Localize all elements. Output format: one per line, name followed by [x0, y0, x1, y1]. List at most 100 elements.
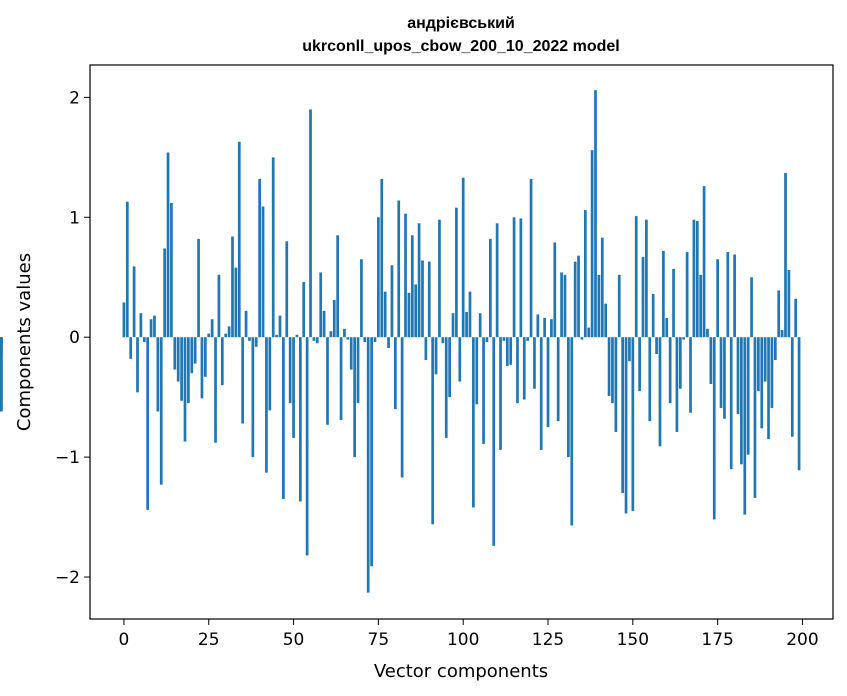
bar-123: [539, 337, 543, 450]
bar-144: [611, 337, 614, 404]
bar-7: [146, 337, 150, 510]
bar-36: [244, 310, 248, 338]
bar-8: [149, 319, 153, 338]
bar-139: [594, 90, 597, 338]
bar-182: [740, 337, 743, 465]
bar-127: [553, 242, 557, 338]
bar-134: [577, 255, 580, 338]
x-tick-label: 100: [447, 630, 479, 650]
bar-177: [723, 337, 726, 419]
bar-152: [638, 337, 641, 392]
bar-156: [651, 294, 655, 338]
bar-59: [322, 310, 326, 338]
bar-81: [397, 200, 401, 338]
bar-27: [214, 337, 217, 443]
bar-193: [777, 290, 781, 338]
bar-24: [203, 337, 207, 377]
bar-20: [190, 337, 194, 374]
bar-39: [254, 337, 258, 347]
bar-163: [675, 337, 679, 432]
bar-72: [366, 337, 370, 593]
bar-181: [736, 337, 740, 414]
bar-174: [712, 337, 716, 520]
bar-154: [645, 219, 648, 338]
bar-63: [336, 235, 340, 338]
bar-192: [773, 337, 777, 360]
bar-94: [441, 337, 445, 344]
bar-169: [695, 220, 699, 338]
bar-196: [787, 270, 791, 338]
bar-107: [485, 337, 489, 342]
bar-124: [543, 318, 546, 338]
bar-180: [733, 254, 736, 338]
bar-146: [617, 274, 621, 338]
bar-4: [136, 337, 139, 393]
bar-undefined: [0, 337, 3, 345]
bar-60: [326, 337, 329, 425]
bar-149: [628, 337, 631, 362]
bar-85: [410, 235, 414, 338]
bar-118: [522, 337, 526, 400]
y-axis-ticks: −2 −1 0 1 2: [55, 88, 90, 588]
bar-141: [600, 237, 604, 338]
x-tick-label: 25: [198, 630, 220, 650]
bar-185: [750, 277, 753, 338]
bar-47: [282, 337, 285, 500]
bar-65: [343, 328, 346, 338]
bar-125: [546, 337, 550, 428]
bar-117: [519, 218, 523, 338]
bar-80: [393, 337, 397, 410]
bar-9: [153, 315, 156, 338]
bar-28: [217, 274, 221, 338]
bar-129: [560, 272, 563, 338]
bar-57: [315, 337, 319, 344]
bars-group: [0, 90, 801, 593]
bar-38: [251, 337, 255, 458]
bar-160: [665, 318, 669, 338]
bar-22: [197, 238, 200, 338]
bar-136: [583, 210, 587, 338]
bar-165: [682, 337, 686, 340]
bar-143: [607, 337, 611, 396]
bar-194: [780, 330, 784, 338]
bar-2: [129, 337, 133, 359]
bar-121: [533, 337, 536, 389]
bar-138: [590, 150, 594, 338]
bar-140: [597, 274, 601, 338]
bar-83: [404, 213, 407, 338]
bar-34: [237, 141, 241, 338]
bar-46: [278, 315, 282, 338]
bar-176: [719, 337, 723, 408]
bar-170: [699, 274, 703, 338]
bar-199: [797, 337, 801, 471]
bar-91: [431, 337, 435, 525]
bar-151: [634, 216, 638, 338]
bar-76: [380, 178, 384, 338]
y-tick-label: −2: [55, 568, 80, 588]
bar-189: [763, 337, 767, 382]
bar-103: [472, 337, 475, 508]
y-tick-label: −1: [55, 448, 80, 468]
bar-53: [302, 282, 306, 338]
bar-98: [455, 207, 458, 338]
bar-67: [349, 337, 353, 370]
bar-133: [573, 261, 577, 338]
bar-161: [668, 337, 672, 404]
bar-150: [631, 337, 635, 512]
bar-92: [434, 337, 438, 375]
bar-104: [475, 337, 479, 405]
x-axis-ticks: 0 25 50 75 100 125 150 175 200: [119, 619, 819, 650]
bar-undefined: [0, 337, 3, 410]
bar-155: [648, 337, 652, 422]
bar-5: [139, 313, 143, 338]
chart-title-line-2: ukrconll_upos_cbow_200_10_2022 model: [302, 38, 619, 55]
bar-173: [709, 337, 713, 384]
bar-45: [275, 334, 278, 338]
bar-164: [678, 337, 682, 389]
bar-6: [142, 337, 146, 342]
bar-69: [356, 337, 360, 404]
bar-52: [298, 337, 302, 502]
bar-95: [444, 337, 448, 438]
bar-187: [757, 337, 760, 392]
